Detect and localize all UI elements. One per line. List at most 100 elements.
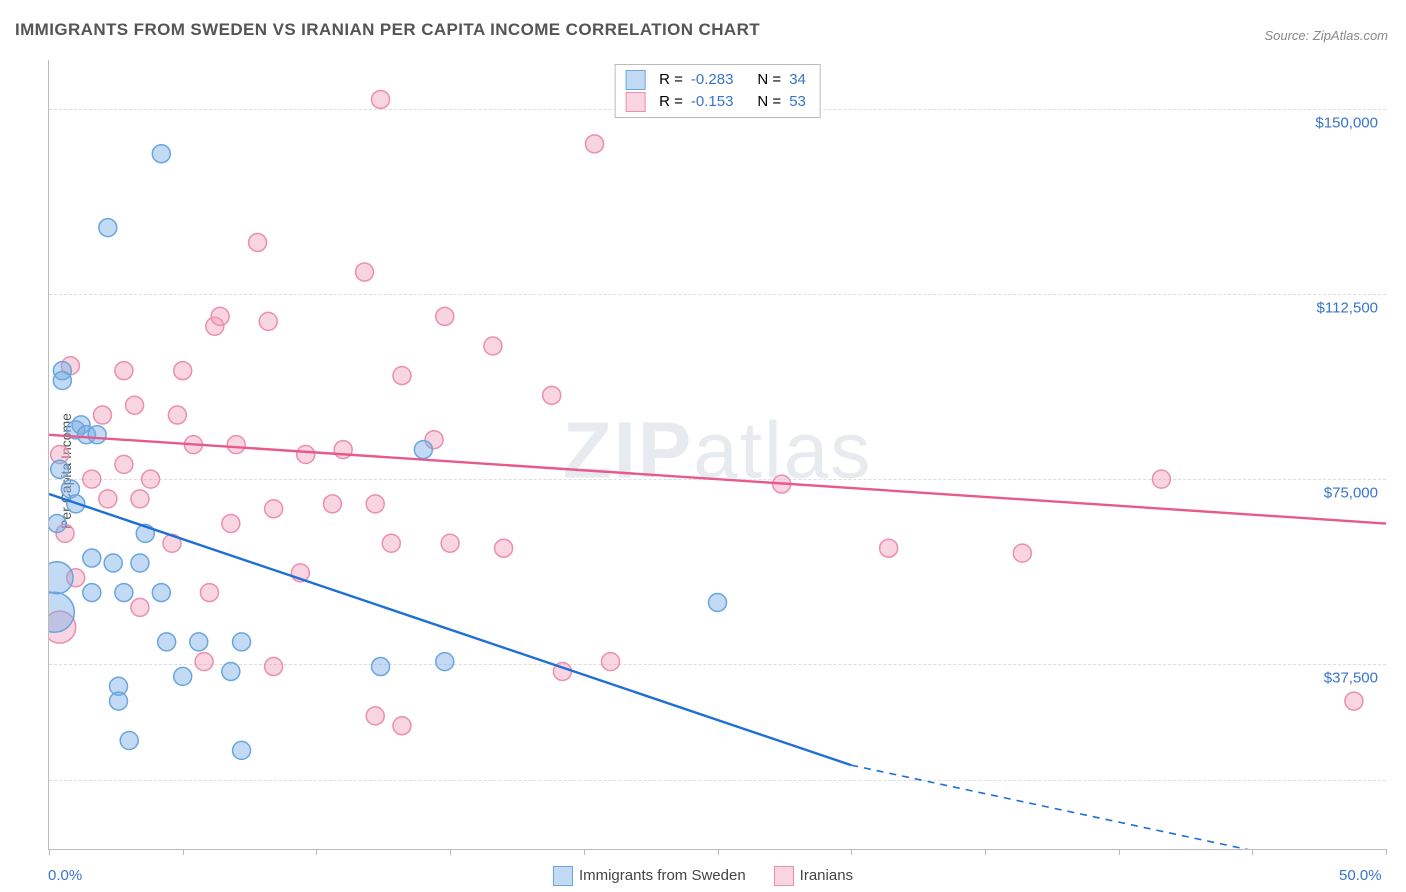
x-tick	[851, 849, 852, 855]
scatter-point	[53, 372, 71, 390]
scatter-point	[709, 593, 727, 611]
scatter-point	[158, 633, 176, 651]
scatter-point	[356, 263, 374, 281]
scatter-point	[259, 312, 277, 330]
scatter-point	[441, 534, 459, 552]
scatter-point	[393, 367, 411, 385]
scatter-point	[880, 539, 898, 557]
scatter-point	[131, 554, 149, 572]
chart-title: IMMIGRANTS FROM SWEDEN VS IRANIAN PER CA…	[15, 20, 760, 40]
plot-wrapper: Per Capita Income ZIPatlas R =-0.283N =3…	[0, 50, 1406, 892]
scatter-point	[1345, 692, 1363, 710]
scatter-point	[115, 584, 133, 602]
scatter-point	[99, 219, 117, 237]
trend-line	[49, 435, 1386, 524]
scatter-point	[323, 495, 341, 513]
legend-swatch-icon	[625, 70, 645, 90]
scatter-point	[200, 584, 218, 602]
scatter-point	[152, 145, 170, 163]
legend-swatch-icon	[774, 866, 794, 886]
scatter-point	[249, 233, 267, 251]
scatter-point	[83, 470, 101, 488]
r-label: R =	[659, 69, 683, 91]
scatter-point	[168, 406, 186, 424]
scatter-point	[83, 549, 101, 567]
scatter-point	[1013, 544, 1031, 562]
scatter-point	[174, 362, 192, 380]
scatter-point	[265, 658, 283, 676]
scatter-point	[115, 362, 133, 380]
scatter-point	[174, 667, 192, 685]
n-value: 53	[789, 91, 806, 113]
scatter-point	[88, 426, 106, 444]
scatter-point	[297, 446, 315, 464]
scatter-point	[265, 500, 283, 518]
scatter-point	[366, 495, 384, 513]
legend-label: Immigrants from Sweden	[579, 867, 746, 884]
scatter-point	[436, 307, 454, 325]
scatter-point	[222, 515, 240, 533]
x-tick	[1252, 849, 1253, 855]
scatter-point	[49, 562, 73, 594]
x-tick	[1119, 849, 1120, 855]
x-axis-label-max: 50.0%	[1339, 867, 1382, 884]
scatter-point	[602, 653, 620, 671]
scatter-point	[190, 633, 208, 651]
scatter-point	[393, 717, 411, 735]
scatter-point	[115, 455, 133, 473]
scatter-point	[233, 633, 251, 651]
scatter-point	[110, 692, 128, 710]
legend-row: R = -0.283 N = 34	[625, 69, 806, 91]
scatter-point	[372, 90, 390, 108]
chart-canvas	[49, 60, 1386, 849]
scatter-point	[120, 732, 138, 750]
x-tick	[49, 849, 50, 855]
scatter-point	[131, 490, 149, 508]
legend-swatch-icon	[553, 866, 573, 886]
correlation-legend-box: R = -0.283 N = 34 R = -0.153 N = 53	[614, 64, 821, 118]
scatter-point	[366, 707, 384, 725]
scatter-point	[495, 539, 513, 557]
x-tick	[1386, 849, 1387, 855]
legend-item: Immigrants from Sweden	[553, 866, 746, 886]
n-value: 34	[789, 69, 806, 91]
r-value: -0.283	[691, 69, 734, 91]
scatter-point	[382, 534, 400, 552]
x-tick	[985, 849, 986, 855]
x-axis-label-min: 0.0%	[48, 867, 82, 884]
x-tick	[718, 849, 719, 855]
scatter-point	[585, 135, 603, 153]
plot-area: ZIPatlas R =-0.283N =34R =-0.153N =53 $3…	[48, 60, 1386, 850]
scatter-point	[49, 515, 66, 533]
n-label: N =	[757, 91, 781, 113]
scatter-point	[142, 470, 160, 488]
legend-item: Iranians	[774, 866, 853, 886]
scatter-point	[436, 653, 454, 671]
legend-swatch-icon	[625, 92, 645, 112]
y-tick-label: $75,000	[1324, 485, 1378, 502]
scatter-point	[222, 662, 240, 680]
scatter-point	[131, 598, 149, 616]
scatter-point	[152, 584, 170, 602]
scatter-point	[93, 406, 111, 424]
scatter-point	[1152, 470, 1170, 488]
x-tick	[584, 849, 585, 855]
scatter-point	[543, 386, 561, 404]
y-tick-label: $37,500	[1324, 670, 1378, 687]
x-tick	[316, 849, 317, 855]
x-tick	[450, 849, 451, 855]
scatter-point	[414, 441, 432, 459]
r-label: R =	[659, 91, 683, 113]
scatter-point	[126, 396, 144, 414]
scatter-point	[51, 460, 69, 478]
scatter-point	[83, 584, 101, 602]
series-legend: Immigrants from Sweden Iranians	[553, 866, 853, 886]
scatter-point	[211, 307, 229, 325]
scatter-point	[104, 554, 122, 572]
scatter-point	[484, 337, 502, 355]
trend-line-dashed	[851, 765, 1386, 849]
n-label: N =	[757, 69, 781, 91]
x-tick	[183, 849, 184, 855]
r-value: -0.153	[691, 91, 734, 113]
legend-row: R = -0.153 N = 53	[625, 91, 806, 113]
